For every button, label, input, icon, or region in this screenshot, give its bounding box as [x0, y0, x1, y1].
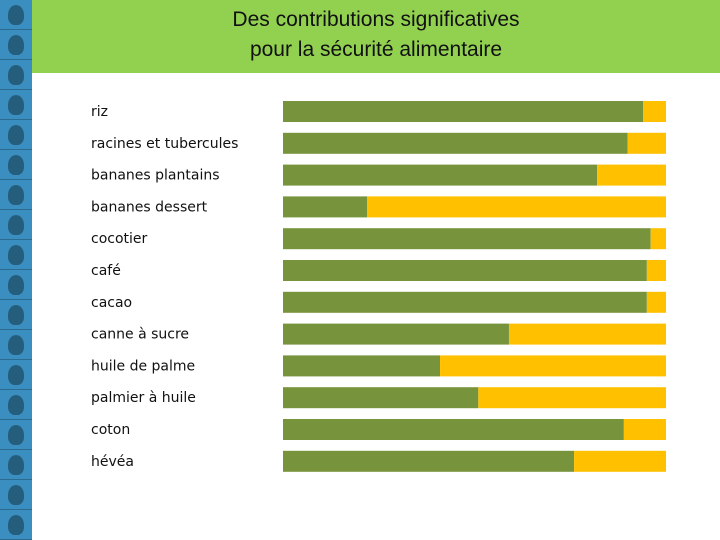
page-title: Des contributions significatives pour la… — [32, 5, 720, 65]
bar-segment-2 — [643, 101, 666, 122]
bar-segment-1 — [283, 387, 479, 409]
bar-segment-2 — [508, 323, 666, 345]
title-line-2: pour la sécurité alimentaire — [249, 38, 503, 61]
bar-segment-1 — [283, 323, 509, 345]
bar-segment-2 — [646, 260, 666, 281]
bar-segment-1 — [283, 132, 628, 154]
bar-segment-1 — [283, 196, 368, 218]
face-icon — [0, 450, 32, 480]
bar-segment-1 — [283, 291, 647, 313]
bar-segment-2 — [646, 291, 666, 313]
bar-segment-2 — [574, 450, 666, 472]
face-icon — [0, 180, 32, 210]
category-label: huile de palme — [91, 358, 195, 374]
category-label: coton — [91, 422, 130, 438]
bar-segment-1 — [283, 228, 651, 250]
title-line-1: Des contributions significatives — [232, 8, 520, 31]
bar-segment-2 — [627, 132, 666, 154]
bar-segment-2 — [623, 419, 666, 440]
category-label: bananes dessert — [91, 199, 208, 215]
face-icon — [0, 60, 32, 90]
face-icon — [0, 270, 32, 300]
bar-segment-1 — [283, 164, 598, 186]
bar-segment-2 — [597, 164, 666, 186]
header-bar: Des contributions significatives pour la… — [32, 0, 720, 73]
bar-segment-1 — [283, 450, 575, 472]
category-label: hévéa — [91, 454, 134, 470]
bar-segment-1 — [283, 260, 647, 281]
face-icon — [0, 150, 32, 180]
face-icon — [0, 420, 32, 450]
category-label: cacao — [91, 295, 132, 311]
face-icon — [0, 390, 32, 420]
category-label: bananes plantains — [91, 168, 220, 184]
face-icon — [0, 300, 32, 330]
category-label: racines et tubercules — [91, 136, 238, 152]
category-label: canne à sucre — [91, 327, 189, 343]
face-icon — [0, 330, 32, 360]
bar-segment-2 — [478, 387, 666, 409]
face-icon — [0, 30, 32, 60]
face-icon — [0, 360, 32, 390]
face-icon — [0, 210, 32, 240]
face-icon — [0, 120, 32, 150]
bar-segment-2 — [440, 355, 666, 377]
category-label: riz — [91, 104, 108, 120]
bar-segment-1 — [283, 355, 441, 377]
bar-segment-1 — [283, 419, 624, 440]
bar-segment-2 — [367, 196, 666, 218]
face-icon — [0, 0, 32, 30]
face-icon — [0, 90, 32, 120]
category-label: palmier à huile — [91, 390, 196, 406]
left-decorative-strip — [0, 0, 32, 540]
face-icon — [0, 480, 32, 510]
bar-segment-2 — [650, 228, 666, 250]
category-label: café — [91, 263, 121, 279]
category-label: cocotier — [91, 231, 148, 247]
face-icon — [0, 240, 32, 270]
bar-segment-1 — [283, 101, 644, 122]
